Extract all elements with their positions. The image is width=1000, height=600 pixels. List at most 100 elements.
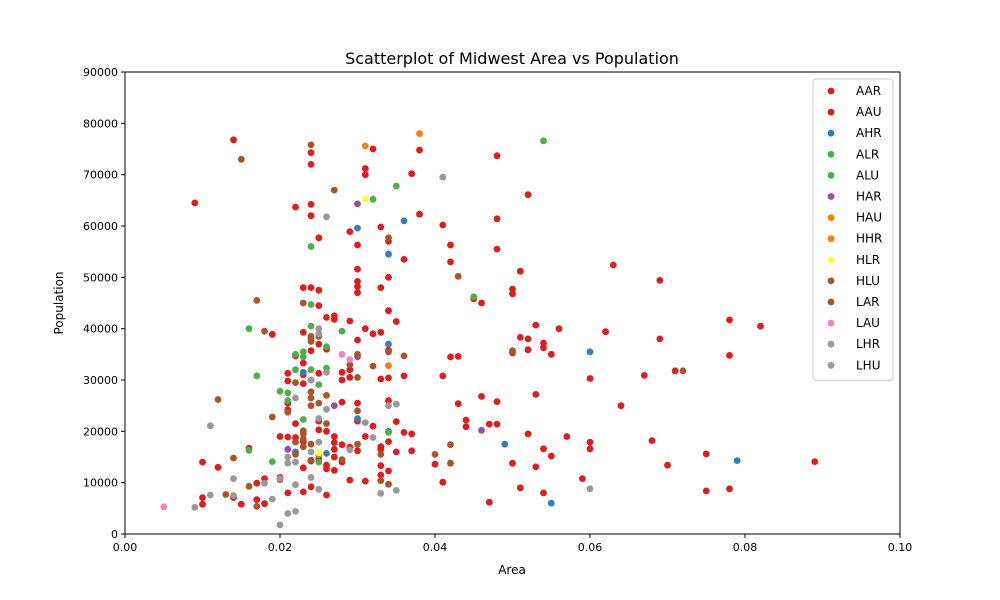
data-point-aar-73 xyxy=(392,418,400,425)
data-point-aar-38 xyxy=(346,317,354,325)
data-point-aar-121 xyxy=(315,426,323,434)
data-point-lar-25 xyxy=(284,408,292,416)
data-point-aar-1 xyxy=(191,199,199,207)
data-point-aar-64 xyxy=(377,375,385,383)
data-point-aar-25 xyxy=(447,241,454,249)
data-point-aar-8 xyxy=(346,228,354,236)
data-point-aar-131 xyxy=(454,400,462,407)
data-point-lar-5 xyxy=(253,297,261,304)
data-point-aar-127 xyxy=(439,372,447,380)
data-point-aar-129 xyxy=(447,353,454,361)
data-point-aar-83 xyxy=(392,448,400,456)
data-point-aar-39 xyxy=(354,336,361,344)
data-point-aar-152 xyxy=(532,391,540,398)
data-point-aar-43 xyxy=(385,307,392,315)
data-point-lhr-23 xyxy=(268,495,276,503)
data-point-aar-163 xyxy=(586,375,594,382)
data-point-ahr-10 xyxy=(547,499,555,507)
data-point-aar-60 xyxy=(346,366,354,374)
data-point-aar-62 xyxy=(354,399,361,407)
data-point-aar-94 xyxy=(253,479,261,487)
data-point-lau-0 xyxy=(160,503,168,511)
data-point-aar-155 xyxy=(540,344,547,352)
data-point-aar-85 xyxy=(346,476,354,484)
data-point-aar-11 xyxy=(354,278,361,285)
legend-label-aar: AAR xyxy=(856,84,881,98)
data-point-aar-165 xyxy=(586,445,594,453)
data-point-lhr-18 xyxy=(284,459,292,467)
x-tick-label: 0.00 xyxy=(113,541,138,554)
data-point-aar-26 xyxy=(447,258,454,266)
data-point-aar-72 xyxy=(385,397,392,404)
data-point-aar-136 xyxy=(478,393,485,400)
legend-marker-lar xyxy=(827,298,835,306)
data-point-aar-75 xyxy=(361,433,369,440)
data-point-lar-31 xyxy=(292,438,299,446)
data-point-aar-46 xyxy=(299,328,307,336)
data-point-lhr-25 xyxy=(230,475,237,482)
data-point-aar-142 xyxy=(509,290,516,298)
data-point-aar-104 xyxy=(276,433,284,440)
data-point-aar-139 xyxy=(493,398,501,405)
data-point-lar-22 xyxy=(307,394,315,402)
data-point-aar-40 xyxy=(361,325,369,333)
series-hlr xyxy=(315,195,369,457)
data-point-aar-162 xyxy=(578,475,586,482)
data-point-alr-11 xyxy=(323,343,330,350)
data-point-alr-24 xyxy=(268,458,276,465)
data-point-lhr-1 xyxy=(323,213,330,221)
data-point-lhr-28 xyxy=(191,503,199,511)
data-point-ahr-9 xyxy=(501,440,509,448)
data-point-aar-97 xyxy=(237,500,245,508)
data-point-aar-53 xyxy=(284,369,292,377)
data-point-lar-2 xyxy=(330,186,338,194)
data-point-aar-179 xyxy=(726,485,733,493)
data-point-lhr-31 xyxy=(276,521,284,529)
y-tick-label: 90000 xyxy=(83,66,118,79)
data-point-hau-1 xyxy=(361,142,369,150)
data-point-lhr-22 xyxy=(315,485,323,493)
legend-label-hau: HAU xyxy=(856,211,882,225)
legend-label-alr: ALR xyxy=(856,147,879,161)
data-point-lar-46 xyxy=(447,441,454,449)
data-point-aar-48 xyxy=(315,340,323,348)
data-point-ahr-3 xyxy=(299,368,307,376)
data-point-aar-55 xyxy=(299,380,307,387)
data-point-aar-12 xyxy=(354,283,361,290)
data-point-aar-5 xyxy=(307,201,315,208)
y-tick-label: 30000 xyxy=(83,374,118,387)
data-point-lhr-32 xyxy=(206,422,214,430)
data-point-aar-35 xyxy=(323,314,330,321)
data-point-aar-175 xyxy=(702,450,710,458)
data-point-aar-71 xyxy=(385,438,392,445)
data-point-lhr-8 xyxy=(315,415,323,422)
legend: AAR AAU AHR ALR ALU HAR HAU HHR HLR HLU LAR LAU LHR L… xyxy=(812,78,894,381)
data-point-aar-3 xyxy=(307,161,315,168)
data-point-aar-86 xyxy=(330,466,338,474)
data-point-lar-19 xyxy=(354,407,361,415)
data-point-lhr-10 xyxy=(369,434,377,441)
data-point-lhr-20 xyxy=(292,481,299,489)
data-point-aar-30 xyxy=(524,191,532,199)
data-point-hau-2 xyxy=(385,362,392,369)
data-point-aar-58 xyxy=(338,368,346,376)
data-point-lar-26 xyxy=(268,413,276,421)
data-point-lhr-35 xyxy=(586,485,594,493)
data-point-har-4 xyxy=(478,426,485,434)
data-point-lar-6 xyxy=(299,299,307,307)
data-point-alr-9 xyxy=(299,353,307,361)
data-point-lar-13 xyxy=(354,374,361,381)
data-point-alr-26 xyxy=(470,293,478,301)
data-point-aar-88 xyxy=(323,491,330,499)
data-point-lar-1 xyxy=(237,155,245,163)
legend-label-lar: LAR xyxy=(856,295,880,309)
data-point-aar-44 xyxy=(392,318,400,325)
data-point-lar-44 xyxy=(377,477,385,484)
data-point-aar-7 xyxy=(315,234,323,242)
legend-marker-lhr xyxy=(827,340,835,348)
legend-marker-hlu xyxy=(827,277,835,285)
data-point-lar-4 xyxy=(454,272,462,280)
data-point-aar-10 xyxy=(354,265,361,273)
data-point-aar-29 xyxy=(493,245,501,253)
data-point-aar-14 xyxy=(361,165,369,172)
